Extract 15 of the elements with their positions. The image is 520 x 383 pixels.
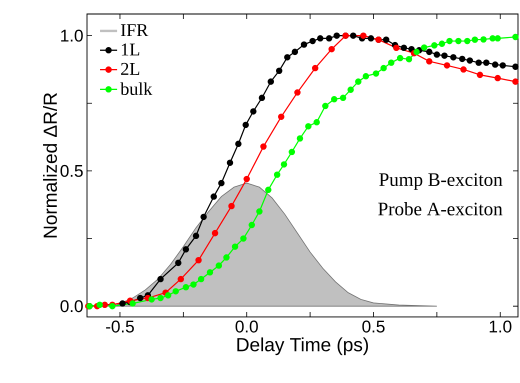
- x-tick-label: 0.0: [236, 320, 258, 333]
- annotation: Probe A-exciton: [378, 202, 502, 216]
- annotation: Pump B-exciton: [379, 173, 502, 190]
- legend-label: IFR: [120, 24, 148, 36]
- y-tick-label: 0.0: [60, 300, 83, 312]
- x-tick-label: -0.5: [106, 320, 134, 333]
- x-axis-title: Delay Time (ps): [237, 337, 368, 356]
- legend-label: bulk: [120, 82, 152, 96]
- legend-label: 1L: [122, 44, 140, 56]
- y-tick-label: 1.0: [61, 30, 83, 42]
- y-axis-title: Normalized ΔR/R: [43, 93, 57, 238]
- x-tick-label: 0.5: [362, 320, 385, 333]
- legend-label: 2L: [121, 62, 140, 75]
- x-tick-label: 1.0: [490, 320, 512, 333]
- y-tick-label: 0.5: [60, 164, 83, 177]
